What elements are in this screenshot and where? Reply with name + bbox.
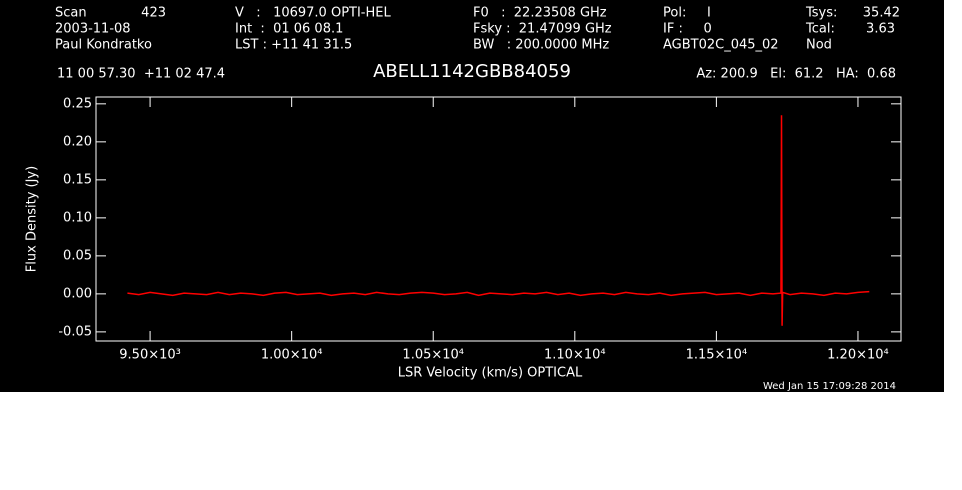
x-tick-label: 1.10×10⁴ [544, 348, 606, 363]
chart-title: ABELL1142GBB84059 [373, 61, 571, 82]
header-text: Pol: I [663, 6, 711, 21]
spectrum-line [127, 115, 870, 326]
header-text: Int : 01 06 08.1 [235, 22, 343, 37]
header-text: AGBT02C_045_02 [663, 38, 779, 53]
x-tick-label: 9.50×10³ [119, 348, 181, 363]
header-text: Paul Kondratko [55, 38, 152, 53]
y-tick-label: 0.10 [63, 210, 92, 225]
header-text: 2003-11-08 [55, 22, 131, 37]
y-tick-label: -0.05 [58, 324, 92, 339]
plot-frame [95, 96, 902, 342]
header-text: Tsys: [805, 6, 837, 21]
y-tick-label: 0.25 [63, 96, 92, 111]
header-text: Nod [806, 38, 832, 53]
x-tick-label: 1.05×10⁴ [402, 348, 464, 363]
header-text: Tcal: [805, 22, 835, 37]
y-tick-label: 0.05 [63, 248, 92, 263]
header-text: IF : 0 [663, 22, 712, 37]
header-text: V : 10697.0 OPTI-HEL [235, 6, 391, 21]
header-text: Fsky : 21.47099 GHz [473, 22, 612, 37]
header-text: LST : +11 41 31.5 [235, 38, 352, 53]
header-text: 3.63 [866, 22, 895, 37]
header-text: Scan [55, 6, 87, 21]
y-axis-label: Flux Density (Jy) [25, 166, 40, 272]
x-axis-label: LSR Velocity (km/s) OPTICAL [398, 366, 583, 381]
y-tick-label: 0.20 [63, 134, 92, 149]
x-tick-label: 1.15×10⁴ [686, 348, 748, 363]
y-tick-label: 0.00 [63, 286, 92, 301]
x-tick-label: 1.00×10⁴ [261, 348, 323, 363]
header-text: 35.42 [863, 6, 900, 21]
header-text: Az: 200.9 El: 61.2 HA: 0.68 [696, 67, 896, 82]
timestamp: Wed Jan 15 17:09:28 2014 [763, 381, 896, 392]
chart: Scan 423 2003-11-08 Paul Kondratko V : 1… [0, 0, 944, 392]
header-text: BW : 200.0000 MHz [473, 38, 609, 53]
y-tick-label: 0.15 [63, 172, 92, 187]
x-tick-label: 1.20×10⁴ [827, 348, 889, 363]
header-text: 423 [141, 6, 166, 21]
header-text: 11 00 57.30 +11 02 47.4 [57, 67, 225, 82]
header-text: F0 : 22.23508 GHz [473, 6, 607, 21]
